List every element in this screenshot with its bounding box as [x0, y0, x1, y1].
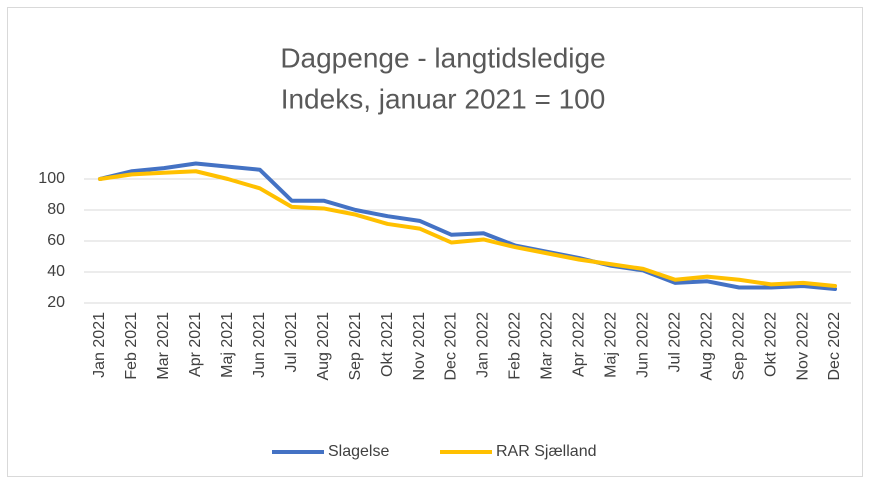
x-tick-label: Maj 2022: [603, 312, 620, 378]
x-tick-label: Jun 2021: [251, 312, 268, 378]
x-tick-label: Feb 2022: [507, 312, 524, 380]
x-tick-label: Apr 2021: [187, 312, 204, 377]
chart-border: [7, 7, 863, 477]
x-tick-label: Jul 2022: [666, 312, 683, 373]
x-tick-label: Jun 2022: [634, 312, 651, 378]
x-tick-label: Apr 2022: [571, 312, 588, 377]
series-line: [97, 161, 838, 292]
series-line: [97, 169, 838, 288]
x-tick-label: Maj 2021: [219, 312, 236, 378]
x-tick-label: Dec 2021: [443, 312, 460, 381]
x-tick-label: Jan 2021: [91, 312, 108, 378]
x-tick-label: Nov 2022: [794, 312, 811, 381]
y-tick-label: 20: [47, 294, 65, 311]
x-tick-label: Feb 2021: [123, 312, 140, 380]
legend-label: RAR Sjælland: [496, 443, 596, 460]
y-tick-label: 100: [38, 170, 65, 187]
x-tick-label: Aug 2022: [698, 312, 715, 381]
x-tick-label: Dec 2022: [826, 312, 843, 381]
x-tick-label: Okt 2021: [379, 312, 396, 377]
chart-subtitle: Indeks, januar 2021 = 100: [281, 83, 606, 114]
x-tick-label: Jan 2022: [475, 312, 492, 378]
y-tick-label: 60: [47, 232, 65, 249]
chart-title: Dagpenge - langtidsledige: [280, 42, 605, 73]
x-tick-label: Sep 2021: [347, 312, 364, 381]
x-tick-label: Sep 2022: [730, 312, 747, 381]
x-tick-label: Jul 2021: [283, 312, 300, 373]
x-tick-label: Mar 2021: [155, 312, 172, 380]
x-tick-label: Mar 2022: [539, 312, 556, 380]
x-tick-label: Okt 2022: [762, 312, 779, 377]
legend-label: Slagelse: [328, 443, 389, 460]
x-tick-label: Nov 2021: [411, 312, 428, 381]
x-tick-label: Aug 2021: [315, 312, 332, 381]
y-tick-label: 80: [47, 201, 65, 218]
y-tick-label: 40: [47, 263, 65, 280]
